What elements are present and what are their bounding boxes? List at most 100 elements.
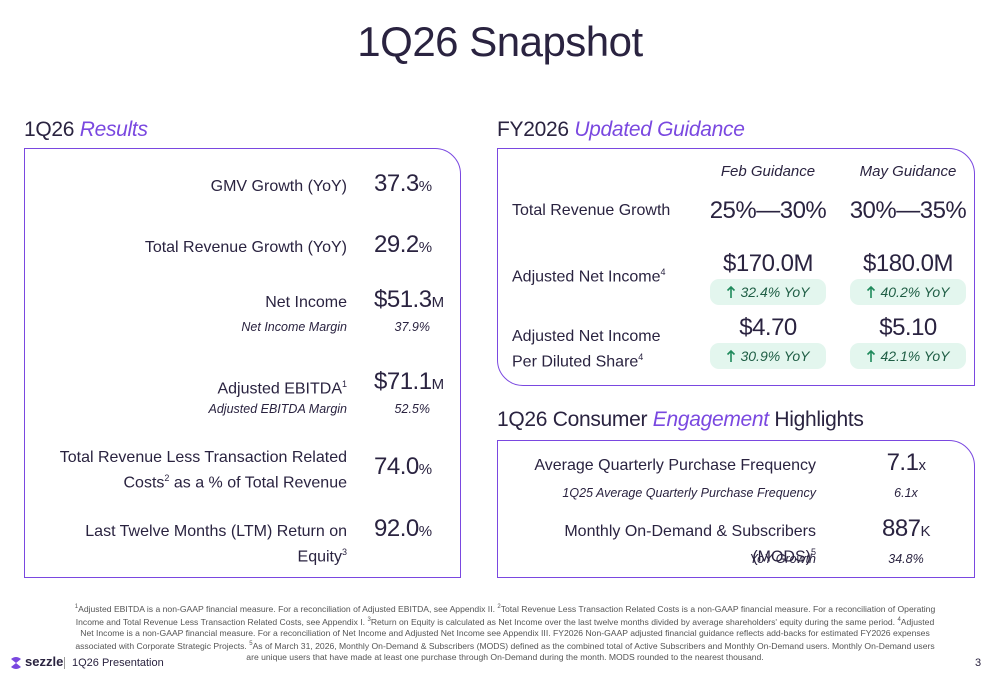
sub-value: 37.9% (394, 320, 430, 334)
label-text: Last Twelve Months (LTM) Return on Equit… (85, 523, 347, 566)
up-arrow (867, 285, 876, 298)
metric-value: 74.0% (374, 453, 432, 481)
number: 92.0 (374, 515, 419, 542)
number: 7.1 (886, 449, 919, 476)
guidance-heading: FY2026 Updated Guidance (497, 118, 745, 142)
footnote-ref: 1 (341, 379, 347, 389)
number: $51.3 (374, 286, 432, 313)
label-text: Total Revenue Less Transaction Related C… (59, 449, 347, 492)
engagement-value: 7.1x (856, 449, 956, 477)
heading-after: Highlights (774, 408, 864, 431)
label-text: Average Quarterly Purchase Frequency (534, 457, 816, 474)
guidance-value: $180.0M (863, 250, 953, 277)
up-arrow (867, 349, 876, 362)
metric-label: GMV Growth (YoY) (40, 176, 347, 197)
presentation: 1Q26 Presentation (72, 657, 164, 669)
change-text: 30.9% YoY (740, 348, 810, 364)
metric-value: 29.2% (374, 231, 432, 259)
metric-label: Last Twelve Months (LTM) Return on Equit… (40, 521, 347, 567)
heading: 1Q26 Consumer (497, 408, 648, 431)
guidance-value: 25%—30% (709, 197, 827, 224)
engagement-heading: 1Q26 Consumer Engagement Highlights (497, 408, 864, 432)
divider (64, 657, 65, 669)
metric-label: Net Income (40, 292, 347, 313)
label-text: Net Income (265, 294, 347, 311)
footnote-number: 1 (74, 604, 79, 610)
label-text: Adjusted EBITDA (217, 380, 342, 398)
unit: % (418, 178, 432, 195)
page-number: 3 (975, 657, 982, 669)
metric-value: 37.3% (374, 170, 432, 198)
number: 74.0 (374, 453, 419, 480)
sub-value: 52.5% (394, 402, 430, 416)
metric-value: $51.3M (374, 286, 444, 314)
column-header: May Guidance (859, 163, 957, 180)
metric-value: $71.1M (374, 368, 444, 396)
number: 887 (881, 515, 921, 542)
up-arrow (727, 285, 736, 298)
engagement-label: Monthly On-Demand & Subscribers (MODS)5 (505, 521, 816, 567)
unit: % (418, 461, 432, 478)
yoy-change: 40.2% YoY (850, 279, 966, 305)
footnote-ref: 5 (810, 547, 816, 557)
yoy-change: 32.4% YoY (710, 279, 826, 305)
yoy-change: 30.9% YoY (710, 343, 826, 369)
guidance-panel (497, 148, 975, 386)
guidance-value: $4.70 (739, 314, 797, 341)
guidance-value: $5.10 (879, 314, 937, 341)
yoy-change: 42.1% YoY (850, 343, 966, 369)
change-text: 40.2% YoY (880, 284, 950, 300)
heading: 1Q26 (24, 118, 75, 141)
footnote-ref: 2 (164, 473, 170, 483)
footnote-text: Total Revenue Less Transaction Related C… (75, 603, 936, 627)
label-text: Monthly On-Demand & Subscribers (MODS) (564, 523, 816, 566)
unit: x (918, 457, 926, 474)
guidance-label: Total Revenue Growth (512, 200, 672, 221)
up-arrow (727, 349, 736, 362)
results-panel (24, 148, 461, 578)
metric-label: Total Revenue Less Transaction Related C… (40, 447, 347, 493)
sub-value: 6.1x (894, 486, 918, 500)
metric-value: 92.0% (374, 515, 432, 543)
brand-logo (11, 657, 21, 669)
number: $71.1 (374, 368, 432, 395)
brand: sezzle (25, 654, 64, 669)
label-text: as a % of Total Revenue (169, 474, 347, 492)
sub-label: Adjusted EBITDA Margin (208, 402, 347, 416)
engagement-panel (497, 440, 975, 578)
footnote-text: Adjusted EBITDA is a non-GAAP financial … (78, 603, 495, 614)
label-text: Adjusted Net Income Per Diluted Share (512, 328, 661, 371)
unit: % (418, 239, 432, 256)
footnote-text: As of March 31, 2026, Monthly On-Demand … (246, 640, 935, 662)
engagement-value: 887K (856, 515, 956, 543)
footnote-text: Adjusted Net Income is a non-GAAP financ… (75, 616, 935, 651)
unit: M (431, 294, 445, 311)
sub-label: YoY Growth (749, 552, 816, 566)
guidance-value: 30%—35% (849, 197, 967, 224)
footnote-ref: 4 (660, 267, 666, 277)
heading-em: Results (79, 118, 148, 141)
number: 29.2 (374, 231, 419, 258)
footnote-text: Return on Equity is calculated as Net In… (370, 616, 896, 627)
sub-value: 34.8% (888, 552, 924, 566)
unit: K (920, 523, 931, 540)
label-text: Total Revenue Growth (512, 202, 671, 219)
sub-label: Net Income Margin (241, 320, 347, 334)
label-text: Adjusted Net Income (512, 268, 661, 286)
engagement-label: Average Quarterly Purchase Frequency (505, 455, 816, 476)
label-text: Total Revenue Growth (YoY) (144, 239, 347, 256)
footnote-number: 2 (497, 604, 501, 610)
column-header: Feb Guidance (720, 163, 816, 180)
guidance-value: $170.0M (723, 250, 813, 277)
footnotes: 1Adjusted EBITDA is a non-GAAP financial… (70, 602, 940, 663)
footnote-ref: 3 (341, 547, 347, 557)
heading: FY2026 (497, 118, 569, 141)
number: 37.3 (374, 170, 419, 197)
title: 1Q26 Snapshot (357, 18, 643, 65)
metric-label: Adjusted EBITDA1 (40, 374, 347, 399)
unit: % (418, 523, 432, 540)
footnote-number: 3 (367, 616, 371, 623)
change-text: 32.4% YoY (740, 284, 810, 300)
results-heading: 1Q26 Results (24, 118, 148, 142)
